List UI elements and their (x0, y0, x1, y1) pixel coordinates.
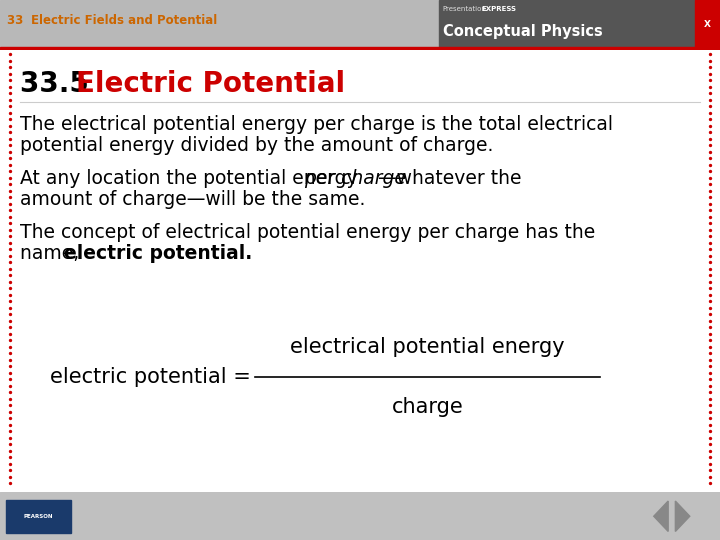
Bar (439, 0, 695, 50)
Text: —whatever the: —whatever the (378, 169, 521, 188)
Text: electric potential =: electric potential = (50, 368, 251, 388)
Text: amount of charge—will be the same.: amount of charge—will be the same. (20, 190, 365, 209)
Text: Presentation: Presentation (443, 6, 487, 12)
Text: 33.5: 33.5 (20, 70, 99, 98)
Bar (0, 46, 720, 58)
Text: Electric Fields and Potential: Electric Fields and Potential (31, 14, 217, 26)
Polygon shape (654, 501, 668, 531)
Polygon shape (675, 501, 690, 531)
Text: PEARSON: PEARSON (24, 514, 53, 519)
Text: Electric Potential: Electric Potential (76, 70, 345, 98)
Bar (6, 500, 71, 533)
Text: per charge: per charge (304, 169, 406, 188)
Text: name,: name, (20, 244, 85, 263)
Text: charge: charge (392, 397, 464, 417)
Text: electrical potential energy: electrical potential energy (290, 338, 564, 357)
Bar (695, 0, 720, 50)
Text: 33: 33 (7, 14, 27, 26)
Text: potential energy divided by the amount of charge.: potential energy divided by the amount o… (20, 136, 493, 155)
Text: At any location the potential energy: At any location the potential energy (20, 169, 364, 188)
Text: The electrical potential energy per charge is the total electrical: The electrical potential energy per char… (20, 115, 613, 134)
Text: The concept of electrical potential energy per charge has the: The concept of electrical potential ener… (20, 223, 595, 242)
Text: EXPRESS: EXPRESS (481, 6, 516, 12)
Text: Conceptual Physics: Conceptual Physics (443, 24, 603, 39)
Text: X: X (704, 19, 711, 29)
Text: electric potential.: electric potential. (64, 244, 252, 263)
